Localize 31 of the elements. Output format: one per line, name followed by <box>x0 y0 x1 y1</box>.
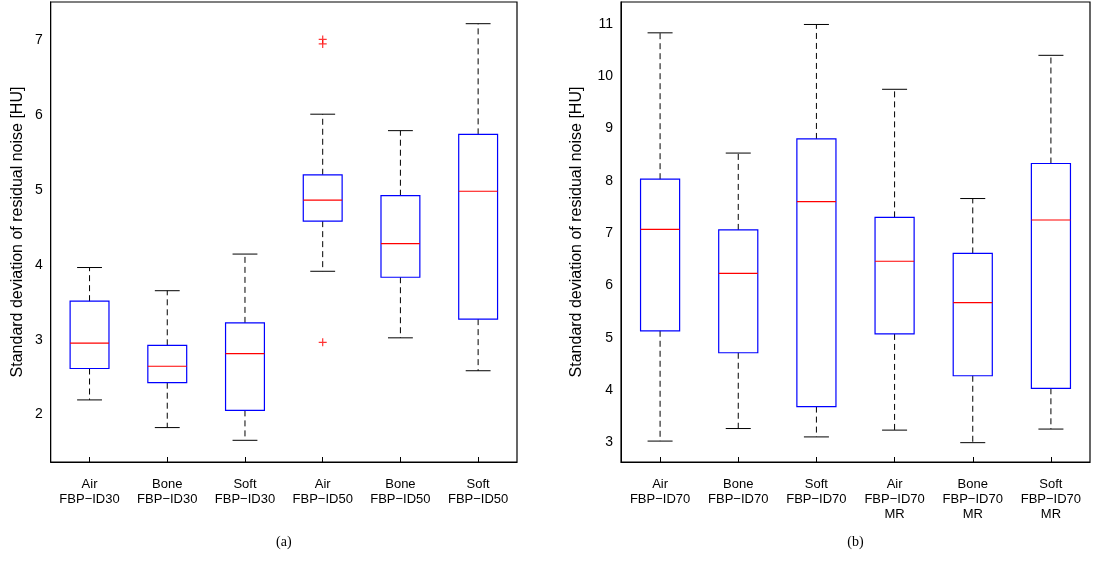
y-axis-title: Standard deviation of residual noise [HU] <box>566 86 584 378</box>
y-tick-label: 7 <box>605 224 614 240</box>
x-axis-title: (b) <box>847 533 864 550</box>
y-tick-label: 5 <box>605 328 614 345</box>
x-tick-label: Bone FBP−ID70 <box>708 476 769 506</box>
y-tick-label: 6 <box>34 106 43 123</box>
y-tick-label: 3 <box>605 433 614 450</box>
x-tick-label: Bone FBP−ID50 <box>370 476 431 506</box>
x-tick-label: Air FBP−ID30 <box>59 476 120 506</box>
y-axis-title: Standard deviation of residual noise [HU] <box>7 86 25 378</box>
x-tick-label: Soft FBP−ID50 <box>447 476 509 506</box>
y-tick-label: 9 <box>605 119 614 136</box>
x-tick-label: Air FBP−ID70 <box>629 476 691 506</box>
x-tick-label: Soft FBP−ID30 <box>214 476 276 506</box>
y-tick-label: 8 <box>605 171 614 188</box>
y-tick-label: 4 <box>605 380 614 397</box>
x-axis-title: (a) <box>276 533 292 550</box>
x-tick-label: Bone FBP−ID70 MR <box>942 476 1003 521</box>
x-tick-label: Soft FBP−ID70 <box>786 476 847 506</box>
x-tick-label: Soft FBP−ID70 MR <box>1020 476 1082 521</box>
y-tick-label: 5 <box>34 180 43 197</box>
y-tick-label: 10 <box>597 67 614 84</box>
x-tick-label: Bone FBP−ID30 <box>137 476 198 506</box>
x-tick-label: Air FBP−ID50 <box>292 476 353 506</box>
y-tick-label: 2 <box>34 405 43 422</box>
x-tick-label: Air FBP−ID70 MR <box>864 476 925 521</box>
y-tick-label: 11 <box>598 14 614 31</box>
y-tick-label: 4 <box>34 255 43 272</box>
y-tick-label: 6 <box>605 276 614 293</box>
y-tick-label: 3 <box>34 330 43 347</box>
y-tick-label: 7 <box>34 31 43 48</box>
